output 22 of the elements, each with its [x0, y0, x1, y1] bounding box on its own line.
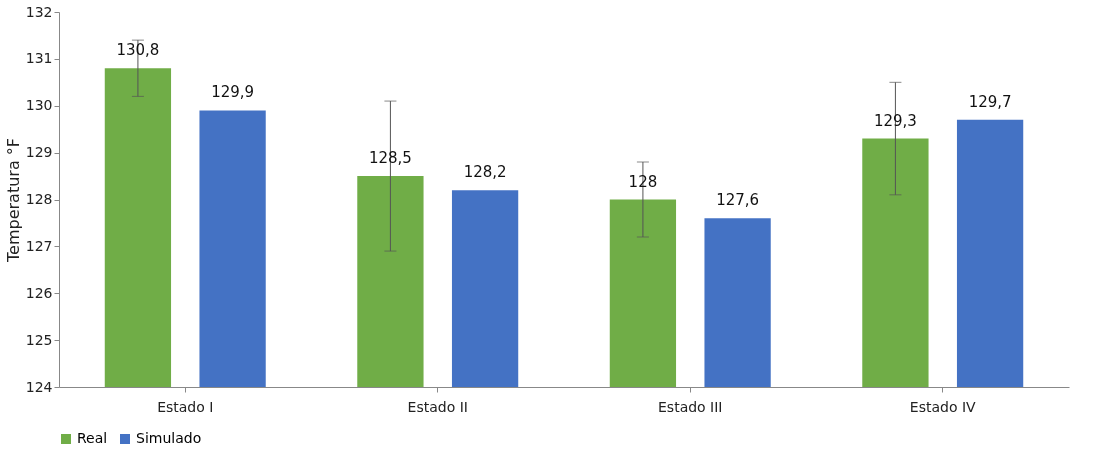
data-label: 128,2 [463, 163, 507, 182]
data-label: 130,8 [116, 41, 160, 60]
y-tick-label: 128 [25, 191, 53, 207]
x-tick-label: Estado IV [909, 398, 977, 415]
x-tick-label: Estado III [658, 398, 723, 415]
x-tick-label: Estado I [157, 398, 214, 415]
y-tick-label: 130 [25, 97, 53, 114]
y-tick-label: 132 [25, 3, 53, 20]
y-tick-label: 126 [25, 284, 53, 301]
data-label: 127,6 [716, 191, 760, 210]
data-label: 128 [628, 172, 658, 191]
legend-label: Real [77, 430, 108, 446]
y-tick-label: 127 [25, 237, 53, 254]
x-tick-label: Estado II [407, 398, 468, 415]
legend-label: Simulado [136, 430, 202, 446]
data-label: 129,9 [211, 83, 255, 102]
y-axis-title: Temperatura °F [3, 138, 23, 263]
y-tick-label: 129 [25, 144, 53, 161]
data-label: 129,7 [968, 92, 1012, 111]
y-tick-label: 124 [25, 378, 53, 395]
y-tick-label: 125 [25, 331, 53, 348]
y-tick-label: 131 [25, 50, 53, 67]
